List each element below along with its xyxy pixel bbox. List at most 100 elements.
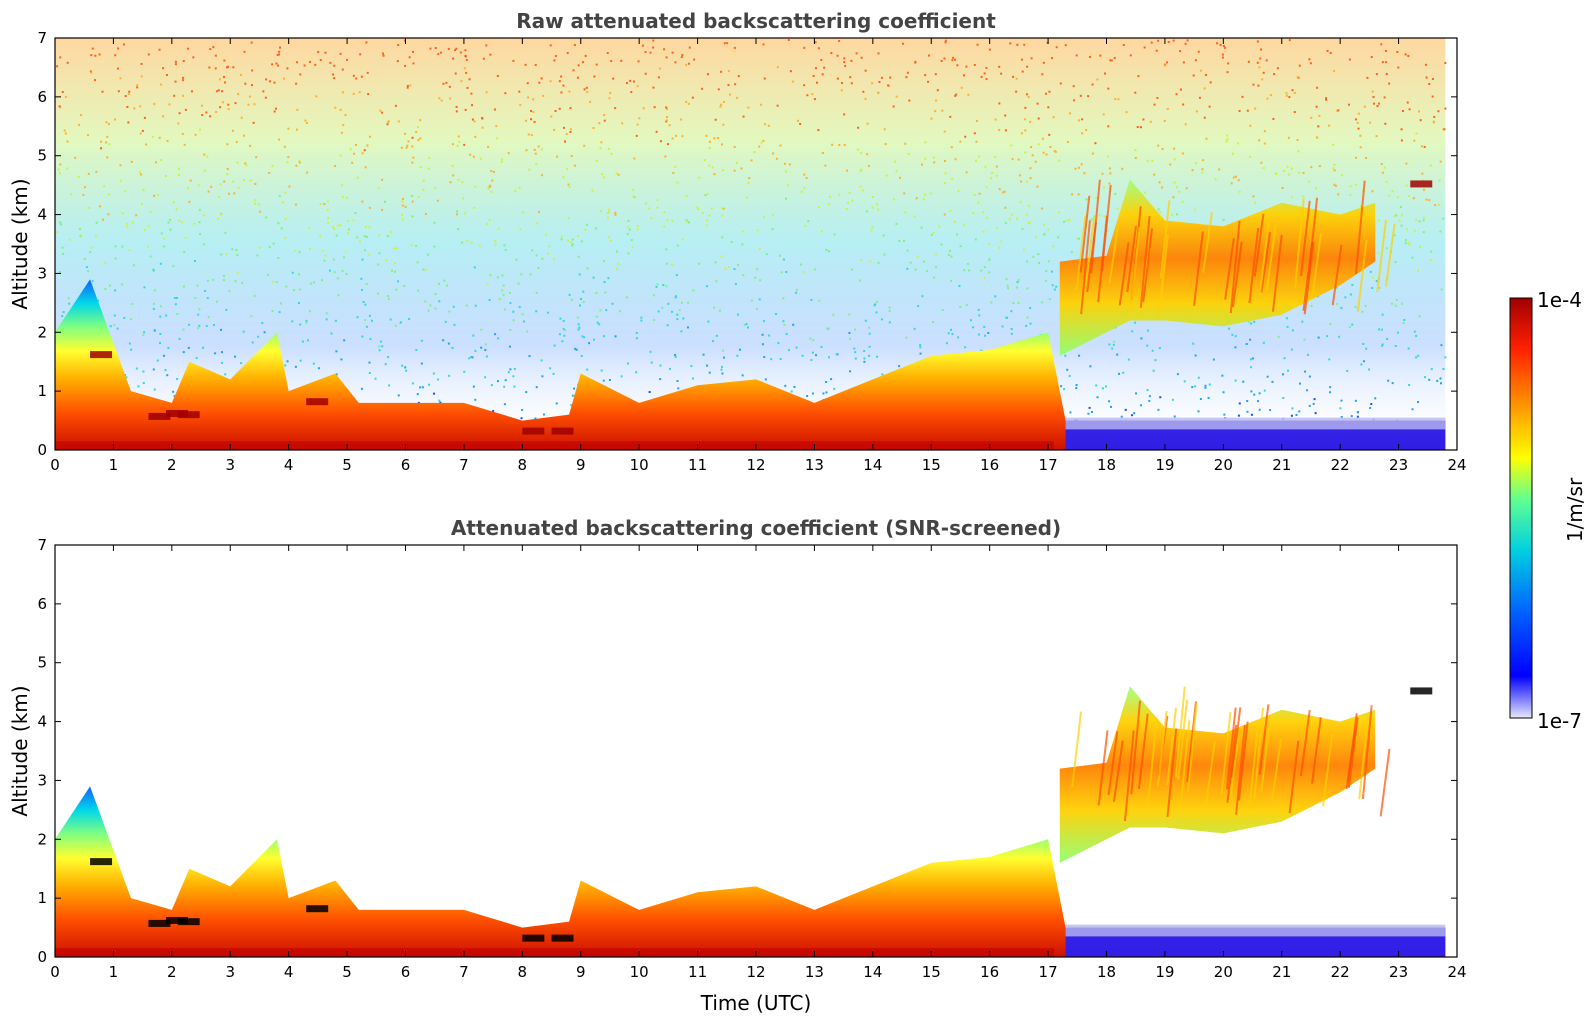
- noise-speck: [1393, 234, 1396, 237]
- noise-speck: [536, 222, 539, 225]
- noise-speck: [649, 51, 652, 54]
- noise-speck: [787, 349, 790, 352]
- noise-speck: [759, 279, 762, 282]
- noise-speck: [977, 201, 980, 204]
- noise-speck: [617, 262, 620, 265]
- noise-speck: [636, 123, 639, 126]
- noise-speck: [313, 281, 316, 284]
- noise-speck: [1262, 71, 1265, 74]
- x-tick-label: 16: [980, 456, 999, 474]
- noise-speck: [563, 334, 566, 337]
- colorbar-bar: [1509, 297, 1533, 719]
- noise-speck: [814, 41, 817, 44]
- noise-speck: [1045, 270, 1048, 273]
- noise-speck: [268, 245, 271, 248]
- noise-speck: [63, 129, 66, 132]
- noise-speck: [1153, 103, 1156, 106]
- noise-speck: [340, 131, 343, 134]
- noise-speck: [1026, 316, 1029, 319]
- axis-ticks: 0 1 2 3 4 5 6 7 8 9 10 11 12 13 14 15 16 17 18 19 20 21 22 23 24…: [37, 536, 1466, 981]
- noise-speck: [579, 304, 582, 307]
- noise-speck: [277, 256, 280, 259]
- noise-speck: [417, 289, 420, 292]
- noise-speck: [443, 279, 446, 282]
- noise-speck: [387, 297, 390, 300]
- noise-speck: [685, 100, 688, 103]
- noise-speck: [1415, 218, 1418, 221]
- noise-speck: [459, 51, 462, 54]
- noise-speck: [401, 218, 404, 221]
- noise-speck: [1307, 180, 1310, 183]
- noise-speck: [983, 72, 986, 75]
- noise-speck: [126, 225, 129, 228]
- noise-speck: [1384, 61, 1387, 64]
- noise-speck: [1398, 219, 1401, 222]
- noise-speck: [527, 133, 530, 136]
- surface-layer-band: [55, 948, 1054, 957]
- noise-speck: [733, 46, 736, 49]
- noise-speck: [869, 260, 872, 263]
- noise-speck: [1262, 166, 1265, 169]
- noise-speck: [500, 158, 503, 161]
- x-tick-label: 1: [109, 456, 119, 474]
- noise-speck: [524, 63, 527, 66]
- noise-speck: [114, 245, 117, 248]
- noise-speck: [1096, 78, 1099, 81]
- noise-speck: [825, 248, 828, 251]
- noise-speck: [264, 96, 267, 99]
- noise-speck: [542, 413, 545, 416]
- noise-speck: [1403, 318, 1406, 321]
- noise-speck: [795, 288, 798, 291]
- noise-speck: [1195, 110, 1198, 113]
- noise-speck: [242, 330, 245, 333]
- noise-speck: [1103, 186, 1106, 189]
- noise-speck: [197, 184, 200, 187]
- noise-speck: [866, 122, 869, 125]
- noise-speck: [1080, 163, 1083, 166]
- noise-speck: [286, 360, 289, 363]
- aerosol-streak: [1347, 717, 1359, 789]
- noise-speck: [133, 107, 136, 110]
- noise-speck: [1315, 105, 1318, 108]
- noise-speck: [62, 252, 65, 255]
- noise-speck: [974, 238, 977, 241]
- noise-speck: [763, 356, 766, 359]
- noise-speck: [1404, 53, 1407, 56]
- noise-speck: [1381, 344, 1384, 347]
- noise-speck: [1288, 39, 1291, 42]
- aerosol-streak: [1193, 231, 1204, 306]
- noise-speck: [271, 165, 274, 168]
- noise-speck: [1293, 111, 1296, 114]
- noise-speck: [685, 195, 688, 198]
- noise-speck: [883, 128, 886, 131]
- noise-speck: [671, 220, 674, 223]
- noise-speck: [1030, 57, 1033, 60]
- noise-speck: [1328, 358, 1331, 361]
- noise-speck: [584, 54, 587, 57]
- noise-speck: [1191, 169, 1194, 172]
- noise-speck: [569, 107, 572, 110]
- noise-speck: [251, 84, 254, 87]
- noise-speck: [707, 320, 710, 323]
- cloud-patch: [306, 398, 329, 406]
- noise-speck: [666, 116, 669, 119]
- noise-speck: [1329, 52, 1332, 55]
- noise-speck: [1385, 247, 1388, 250]
- noise-speck: [242, 179, 245, 182]
- noise-speck: [1173, 415, 1176, 418]
- noise-speck: [416, 261, 419, 264]
- noise-speck: [174, 80, 177, 83]
- noise-speck: [292, 289, 295, 292]
- noise-speck: [1246, 109, 1249, 112]
- noise-speck: [294, 249, 297, 252]
- noise-speck: [370, 319, 373, 322]
- noise-speck: [965, 171, 968, 174]
- noise-speck: [182, 79, 185, 82]
- noise-speck: [103, 261, 106, 264]
- noise-speck: [904, 142, 907, 145]
- noise-speck: [905, 336, 908, 339]
- noise-speck: [825, 381, 828, 384]
- noise-speck: [394, 324, 397, 327]
- aerosol-streak: [1205, 741, 1216, 806]
- noise-speck: [208, 66, 211, 69]
